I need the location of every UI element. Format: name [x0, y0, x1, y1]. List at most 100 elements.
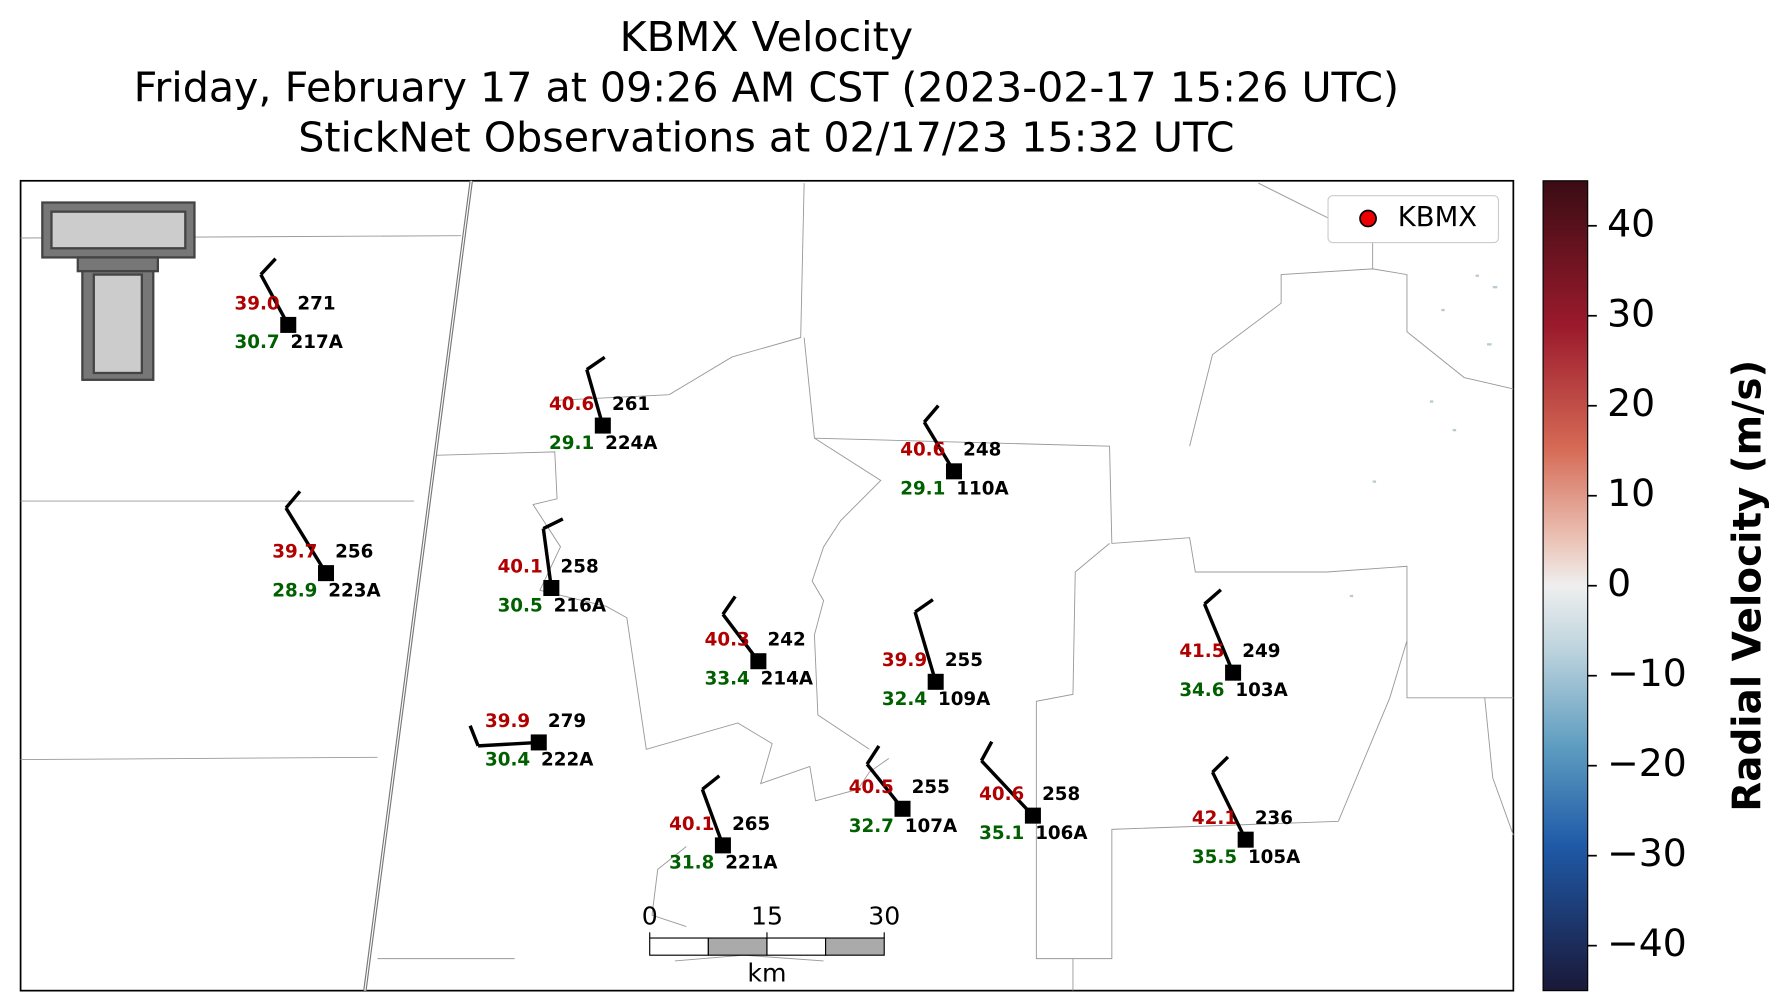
- colorbar-tick-label: −40: [1607, 921, 1687, 965]
- station-id: 223A: [328, 580, 381, 601]
- station: 41.5 249 34.6 103A: [1179, 588, 1289, 701]
- scale-label: 15: [751, 901, 783, 930]
- station: 40.6 261 29.1 224A: [549, 355, 658, 454]
- dewpoint: 28.9: [272, 580, 317, 601]
- station: 39.9 279 30.4 222A: [468, 711, 594, 771]
- dewpoint: 30.5: [498, 595, 543, 616]
- colorbar: Radial Velocity (m/s) 40 30 20 10 0 −10 −20 −30…: [1542, 180, 1771, 992]
- dewpoint: 32.7: [849, 816, 894, 837]
- colorbar-tick-label: 0: [1607, 561, 1631, 605]
- wind-barb-flag: [701, 774, 721, 791]
- station-marker: [280, 316, 297, 333]
- station: 40.3 242 33.4 214A: [705, 595, 814, 690]
- station-id: 217A: [291, 332, 344, 353]
- temperature: 41.5: [1179, 641, 1224, 662]
- dewpoint: 29.1: [900, 479, 945, 500]
- station-id: 109A: [938, 689, 991, 710]
- wind-direction: 256: [335, 542, 373, 563]
- temperature: 39.7: [272, 542, 317, 563]
- wind-direction: 248: [963, 440, 1001, 461]
- station-marker: [1225, 664, 1242, 681]
- station: 42.1 236 35.5 105A: [1192, 755, 1301, 868]
- colorbar-label: Radial Velocity (m/s): [1726, 360, 1771, 812]
- station-id: 105A: [1248, 847, 1301, 868]
- wind-barb: [541, 528, 554, 589]
- wind-barb-flag: [721, 595, 737, 616]
- legend: KBMX: [1327, 195, 1500, 244]
- station-id: 106A: [1035, 823, 1088, 844]
- colorbar-tick-label: 30: [1607, 291, 1655, 335]
- dewpoint: 35.1: [979, 823, 1024, 844]
- dewpoint: 35.5: [1192, 847, 1237, 868]
- station-marker: [714, 837, 731, 854]
- dewpoint: 32.4: [882, 689, 927, 710]
- station-id: 214A: [761, 669, 814, 690]
- map: 39.0 271 30.7 217A 40.6 261 29.1 224A 40.6 248 29.…: [19, 179, 1515, 992]
- colorbar-tick-label: 40: [1607, 201, 1655, 245]
- station-marker: [750, 653, 767, 670]
- legend-label: KBMX: [1398, 202, 1477, 233]
- dewpoint: 33.4: [705, 669, 750, 690]
- scale-label: 0: [642, 901, 658, 930]
- temperature: 40.6: [900, 440, 945, 461]
- temperature: 40.6: [549, 394, 594, 415]
- station-marker: [1237, 831, 1254, 848]
- station-id: 107A: [905, 816, 958, 837]
- wind-barb-flag: [1211, 755, 1230, 774]
- temperature: 39.9: [485, 711, 530, 732]
- wind-barb: [478, 740, 539, 748]
- station: 40.6 258 35.1 106A: [979, 740, 1088, 844]
- scale-segment: [825, 937, 885, 956]
- station-marker: [317, 565, 335, 582]
- dewpoint: 30.4: [485, 750, 530, 771]
- dewpoint: 31.8: [669, 853, 714, 874]
- station-id: 221A: [725, 853, 778, 874]
- scale-label: 30: [868, 901, 900, 930]
- wind-barb: [259, 273, 290, 326]
- title: KBMX Velocity: [620, 13, 913, 61]
- wind-barb-flag: [865, 745, 881, 766]
- wind-direction: 255: [945, 650, 983, 671]
- scale-unit: km: [747, 959, 786, 988]
- temperature: 42.1: [1192, 808, 1237, 829]
- wind-barb-flag: [585, 355, 606, 371]
- wind-direction: 258: [560, 556, 598, 577]
- wind-direction: 242: [768, 630, 806, 651]
- station-marker: [594, 417, 611, 434]
- station-marker: [894, 800, 911, 817]
- temperature: 39.0: [234, 293, 279, 314]
- wind-barb-flag: [468, 725, 480, 747]
- station: 40.5 255 32.7 107A: [849, 745, 958, 837]
- wind-direction: 261: [612, 394, 650, 415]
- wind-barb: [1202, 603, 1235, 674]
- station-id: 110A: [956, 479, 1009, 500]
- wind-barb: [700, 788, 725, 846]
- station: 39.7 256 28.9 223A: [272, 490, 381, 601]
- wind-direction: 255: [912, 777, 950, 798]
- wind-barb-flag: [922, 404, 940, 424]
- colorbar-tick-label: 10: [1607, 471, 1655, 515]
- station-id: 222A: [541, 750, 594, 771]
- logo: [41, 201, 196, 381]
- colorbar-tick-label: −20: [1607, 741, 1687, 785]
- wind-direction: 265: [732, 814, 770, 835]
- station: 39.9 255 32.4 109A: [882, 598, 991, 710]
- station-marker: [1024, 807, 1041, 824]
- wind-barb: [913, 611, 938, 683]
- dewpoint: 34.6: [1179, 680, 1224, 701]
- scale-bar: 0 15 30 km: [642, 901, 901, 987]
- wind-direction: 236: [1255, 808, 1293, 829]
- temperature: 40.1: [498, 556, 543, 577]
- dewpoint: 29.1: [549, 433, 594, 454]
- station-marker: [945, 463, 962, 480]
- dewpoint: 30.7: [234, 332, 279, 353]
- subtitle: StickNet Observations at 02/17/23 15:32 …: [298, 114, 1234, 162]
- station: 40.6 248 29.1 110A: [900, 404, 1009, 500]
- colorbar-tick-label: 20: [1607, 381, 1655, 425]
- wind-barb-flag: [1203, 588, 1222, 606]
- temperature: 40.1: [669, 814, 714, 835]
- scale-segment: [649, 937, 709, 956]
- subtitle: Friday, February 17 at 09:26 AM CST (202…: [134, 63, 1399, 111]
- wind-barb-flag: [914, 598, 934, 614]
